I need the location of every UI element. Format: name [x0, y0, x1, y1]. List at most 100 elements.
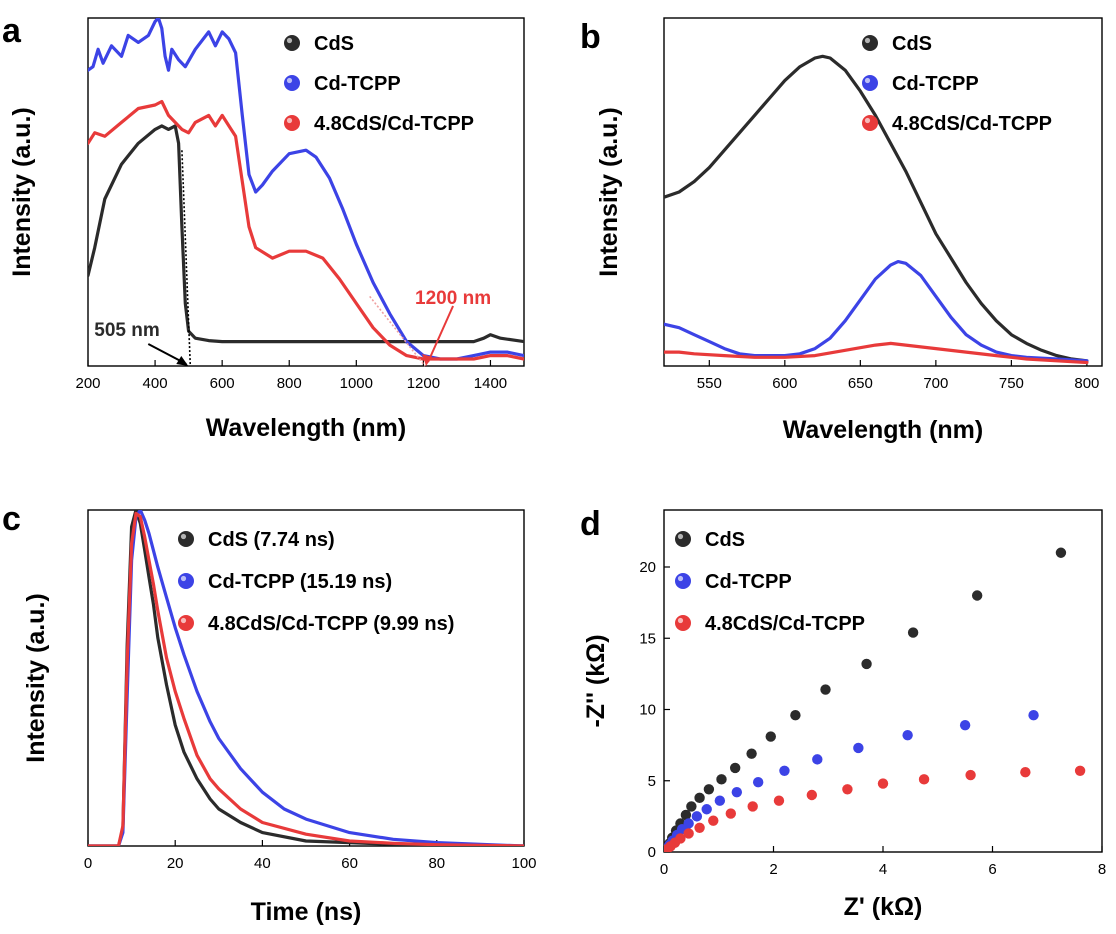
series-line: [664, 260, 1089, 363]
y-tick-label: 20: [639, 559, 656, 576]
data-point: [729, 762, 741, 774]
legend-marker-highlight: [677, 617, 684, 624]
legend-marker-highlight: [864, 117, 871, 124]
data-point: [842, 784, 853, 795]
x-tick-label: 1000: [340, 375, 373, 392]
data-point: [714, 795, 726, 806]
data-point: [752, 776, 764, 788]
data-point: [675, 833, 686, 844]
legend-label: CdS: [705, 529, 745, 551]
data-point: [716, 774, 727, 785]
legend-marker: [675, 531, 691, 547]
data-point: [907, 627, 919, 638]
data-point: [1055, 547, 1067, 558]
data-point: [683, 818, 694, 829]
legend-label: CdS: [892, 33, 932, 55]
panel-c: 0 20 40 60 80 100 Time (ns) Intensity (a.u.) c Cd…: [2, 500, 537, 926]
legend-marker: [178, 573, 194, 589]
data-point: [731, 786, 743, 798]
legend-label: Cd-TCPP: [314, 73, 401, 95]
x-tick-label: 1400: [474, 375, 507, 392]
legend-label: 4.8CdS/Cd-TCPP: [892, 113, 1052, 135]
x-tick-label: 40: [254, 855, 271, 872]
x-tick-label: 100: [511, 855, 536, 872]
data-point: [680, 809, 692, 821]
legend-marker-highlight: [677, 575, 684, 582]
x-tick-label: 800: [1074, 375, 1099, 392]
legend: CdS Cd-TCPP 4.8CdS/Cd-TCPP: [675, 529, 865, 635]
x-tick-label: 600: [210, 375, 235, 392]
data-point: [703, 784, 715, 795]
x-tick-label: 550: [697, 375, 722, 392]
panel-letter: c: [2, 500, 21, 538]
series-line: [88, 511, 524, 846]
series-line: [88, 124, 524, 344]
data-point: [683, 828, 694, 839]
y-axis-title: Intensity (a.u.): [22, 593, 50, 762]
legend-marker-highlight: [677, 533, 684, 540]
legend-marker: [178, 615, 194, 631]
panel-letter: a: [2, 12, 22, 50]
panel-b: 550 600 650 700 750 800 Wavelength (nm) Intensi…: [580, 17, 1103, 444]
plot-frame-a: [87, 17, 525, 367]
data-point: [725, 808, 736, 819]
legend-marker-highlight: [180, 617, 187, 624]
data-point: [1074, 765, 1086, 776]
y-tick-label: 15: [639, 630, 656, 647]
legend-label: CdS: [314, 33, 354, 55]
data-point: [965, 769, 976, 781]
plot-frame-c: [87, 509, 525, 847]
legend-marker: [284, 115, 300, 131]
arrow-head: [422, 354, 433, 366]
legend-marker: [675, 573, 691, 589]
legend-marker-highlight: [180, 533, 187, 540]
data-point: [861, 658, 872, 670]
plot-frame-b: [663, 17, 1103, 367]
x-tick-label: 4: [879, 861, 887, 878]
data-point: [747, 801, 758, 812]
x-tick-label: 2: [769, 861, 777, 878]
legend: CdS Cd-TCPP 4.8CdS/Cd-TCPP: [862, 33, 1052, 135]
data-point: [746, 748, 757, 759]
data-point: [790, 710, 801, 721]
legend-marker-highlight: [864, 77, 871, 84]
x-tick-label: 200: [75, 375, 100, 392]
data-point: [691, 811, 703, 822]
x-tick-label: 600: [772, 375, 797, 392]
legend-marker-highlight: [180, 575, 187, 582]
x-tick-label: 0: [660, 861, 668, 878]
arrow-head: [176, 356, 189, 366]
legend-marker: [675, 615, 691, 631]
data-point: [971, 590, 983, 601]
panel-d: 0 2 4 6 8 0 5 10 15 20 Z' (kΩ) -Z'' (kΩ) d CdS Cd-TCPP…: [580, 505, 1106, 921]
annotation-arrow: [427, 305, 454, 363]
x-tick-label: 1200: [407, 375, 440, 392]
plot-frame-d: [663, 509, 1103, 853]
y-axis-title: -Z'' (kΩ): [582, 634, 610, 727]
x-tick-label: 0: [84, 855, 92, 872]
x-axis-title: Wavelength (nm): [783, 416, 983, 444]
data-layer: [664, 54, 1089, 365]
data-point: [773, 795, 785, 806]
x-axis-title: Z' (kΩ): [844, 893, 923, 921]
data-point: [853, 742, 864, 754]
data-point: [765, 731, 776, 742]
legend: CdS (7.74 ns) Cd-TCPP (15.19 ns) 4.8CdS/Cd…: [178, 529, 454, 635]
y-axis-title: Intensity (a.u.): [8, 107, 36, 276]
data-point: [812, 754, 823, 765]
extrapolation-line: [369, 295, 426, 367]
x-tick-label: 8: [1098, 861, 1106, 878]
legend-marker: [862, 75, 878, 91]
panel-a: 200 400 600 800 1000 1200 1400 Wavelength (nm) I…: [2, 12, 525, 442]
data-point: [701, 804, 712, 815]
data-point: [877, 778, 889, 789]
series-line: [88, 18, 524, 361]
x-tick-label: 700: [923, 375, 948, 392]
data-point: [959, 719, 971, 731]
series-line: [664, 341, 1089, 365]
data-point: [694, 792, 705, 804]
legend-marker: [862, 115, 878, 131]
legend-marker: [178, 531, 194, 547]
legend-marker-highlight: [864, 37, 871, 44]
